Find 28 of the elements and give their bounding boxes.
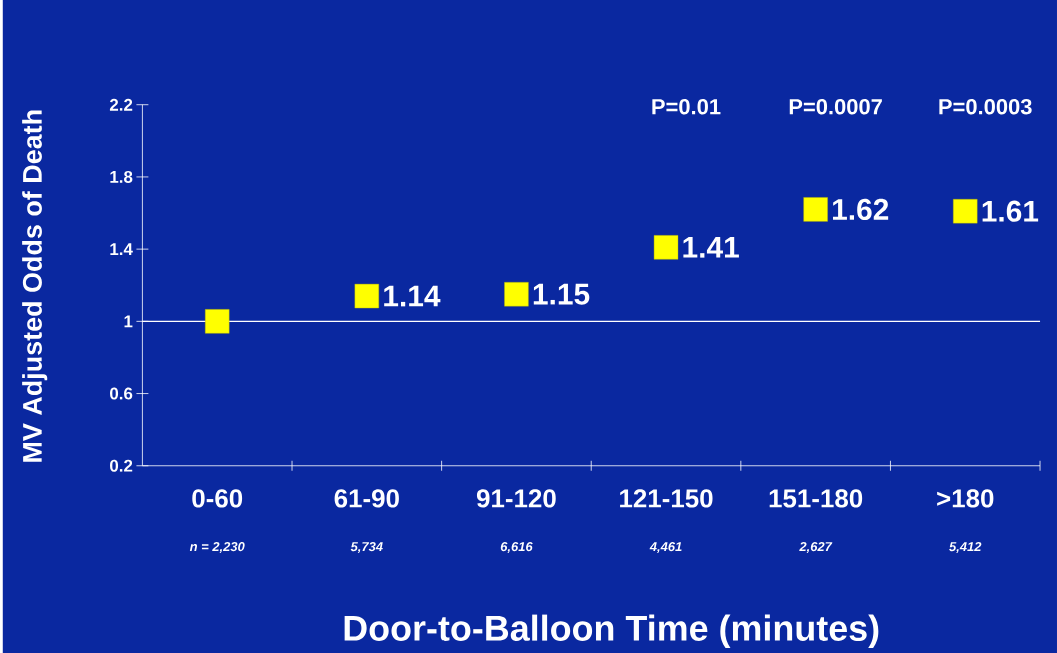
- y-tick-label: 1.4: [110, 243, 133, 255]
- annotation: P=0.0003: [939, 98, 1032, 115]
- text: n = 2,230: [189, 541, 245, 553]
- text: 5,412: [949, 541, 982, 553]
- data-label: 1.14: [384, 285, 441, 307]
- x-tick-label: 61-90: [334, 489, 399, 508]
- y-tick-label: 2.2: [109, 98, 133, 111]
- x-tick-label: 121-150: [620, 489, 713, 508]
- annotation: P=0.0007: [789, 98, 882, 115]
- data-label: 1.61: [982, 200, 1039, 222]
- data-label: 1.15: [533, 283, 590, 305]
- data-label: 1.41: [683, 236, 739, 258]
- y-tick-label: 0.2: [110, 459, 133, 472]
- x-tick-label: 91-120: [476, 489, 556, 508]
- annotation: P=0.01: [652, 98, 721, 115]
- text: 4,461: [649, 541, 682, 553]
- text: 6,616: [500, 541, 533, 553]
- data-label: 1.62: [833, 198, 889, 220]
- y-tick-label: 0.6: [110, 387, 133, 400]
- text: 2,627: [799, 541, 833, 553]
- text: 5,734: [350, 541, 383, 553]
- x-axis-title: Door-to-Balloon Time (minutes): [344, 614, 879, 648]
- y-tick-label: 1: [124, 315, 133, 328]
- y-axis-title: MV Adjusted Odds of Death: [22, 110, 48, 462]
- x-tick-label: 0-60: [192, 489, 243, 508]
- x-tick-label: 151-180: [769, 489, 863, 508]
- y-tick-label: 1.8: [110, 170, 133, 183]
- x-tick-label: >180: [937, 489, 994, 508]
